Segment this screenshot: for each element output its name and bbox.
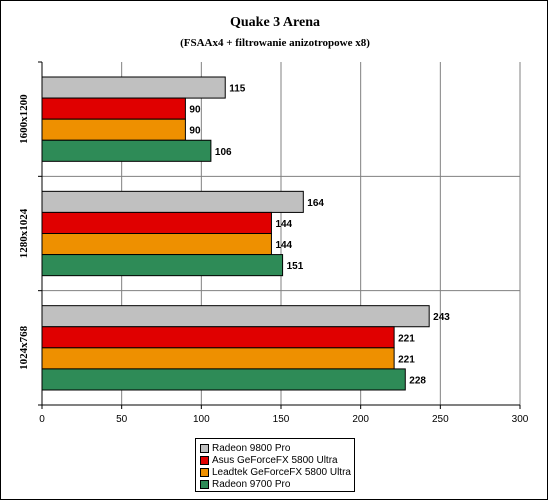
bar xyxy=(41,139,212,162)
data-label: 115 xyxy=(229,84,246,95)
category-label: 1280x1024 xyxy=(18,208,30,258)
x-tick-label: 300 xyxy=(512,414,529,425)
bar xyxy=(41,305,430,328)
x-tick-label: 150 xyxy=(273,414,290,425)
legend-swatch xyxy=(200,467,209,477)
data-label: 90 xyxy=(189,105,201,116)
data-label: 151 xyxy=(287,261,304,272)
legend-label: Radeon 9800 Pro xyxy=(212,442,291,454)
data-label: 243 xyxy=(433,312,450,323)
data-label: 228 xyxy=(409,375,426,386)
bar xyxy=(41,326,395,349)
x-tick-label: 100 xyxy=(193,414,210,425)
legend-swatch xyxy=(200,443,209,453)
bar xyxy=(41,211,272,235)
legend-item: Asus GeForceFX 5800 Ultra xyxy=(200,454,354,466)
x-tick-label: 0 xyxy=(39,414,45,425)
x-tick-label: 200 xyxy=(352,414,369,425)
bar xyxy=(41,76,226,99)
data-label: 144 xyxy=(275,240,292,251)
bar xyxy=(41,254,284,277)
x-tick-label: 50 xyxy=(116,414,128,425)
legend-label: Asus GeForceFX 5800 Ultra xyxy=(212,454,338,466)
data-label: 90 xyxy=(189,126,201,137)
bar xyxy=(41,97,186,120)
category-label: 1600x1200 xyxy=(18,94,30,144)
legend-swatch xyxy=(200,479,209,489)
bar xyxy=(41,347,395,370)
bar xyxy=(41,190,304,213)
bar xyxy=(41,233,272,256)
legend-label: Leadtek GeForceFX 5800 Ultra xyxy=(212,466,351,478)
legend: Radeon 9800 Pro Asus GeForceFX 5800 Ultra… xyxy=(195,438,355,492)
bar xyxy=(41,118,186,141)
chart-subtitle: (FSAAx4 + filtrowanie anizotropowe x8) xyxy=(180,37,370,49)
legend-item: Radeon 9700 Pro xyxy=(200,478,354,490)
data-label: 144 xyxy=(275,219,292,230)
chart-title: Quake 3 Arena xyxy=(230,15,320,30)
bar xyxy=(41,368,406,391)
data-label: 221 xyxy=(398,333,415,344)
data-label: 221 xyxy=(398,354,415,365)
legend-label: Radeon 9700 Pro xyxy=(212,478,291,490)
legend-item: Leadtek GeForceFX 5800 Ultra xyxy=(200,466,354,478)
legend-swatch xyxy=(200,455,209,465)
bar-chart: 115 90 90 106 1600x1200 164 144 144 151 1280x1024… xyxy=(18,61,529,425)
category-label: 1024x768 xyxy=(18,325,30,370)
data-label: 164 xyxy=(307,198,324,209)
x-tick-label: 250 xyxy=(432,414,449,425)
data-label: 106 xyxy=(215,147,232,158)
legend-item: Radeon 9800 Pro xyxy=(200,442,354,454)
